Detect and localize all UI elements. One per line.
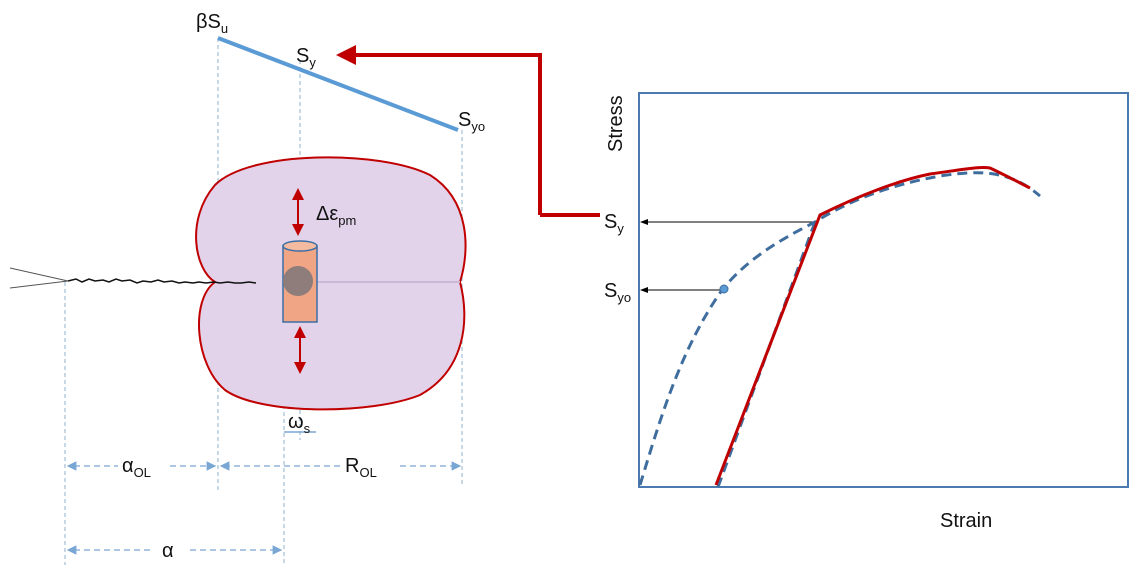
text-part: y [309,55,316,70]
text-part: OL [359,465,376,480]
text-part: yo [617,290,631,305]
text-part: S [296,45,309,67]
label: βSu [196,11,228,36]
curve-solid [716,167,1030,485]
element-top [283,241,317,251]
text-part: u [221,21,228,36]
left-diagram: βSu Sy Syo Δεpm ωs αOL ROL α [10,11,600,565]
text-part: R [345,455,359,477]
text-part: S [604,280,617,302]
node [283,266,313,296]
marker-label: Sy [604,211,624,236]
text-part: α [122,455,134,477]
marker-label: Syo [604,280,631,305]
text-part: ω [288,411,304,433]
axis-label: Stress [605,95,627,152]
text-part: OL [134,465,151,480]
stress-line [218,38,458,130]
label: Sy [296,45,316,70]
curve-dashed [640,173,1040,485]
text-part: S [458,109,471,131]
text-part: s [304,421,311,436]
label: ωs [288,411,311,436]
point [720,285,728,293]
text-part: S [604,211,617,233]
text-part: βS [196,11,221,33]
label: Syo [458,109,485,134]
figure: βSu Sy Syo Δεpm ωs αOL ROL α Stress Stra… [0,0,1129,572]
label: α [162,540,174,562]
stress-strain-chart: Stress Strain Sy Syo [604,93,1128,532]
text-part: y [617,221,624,236]
notch [10,268,68,288]
axis-label: Strain [940,510,992,532]
text-part: pm [338,213,356,228]
text-part: Δε [316,203,338,225]
text-part: yo [471,119,485,134]
